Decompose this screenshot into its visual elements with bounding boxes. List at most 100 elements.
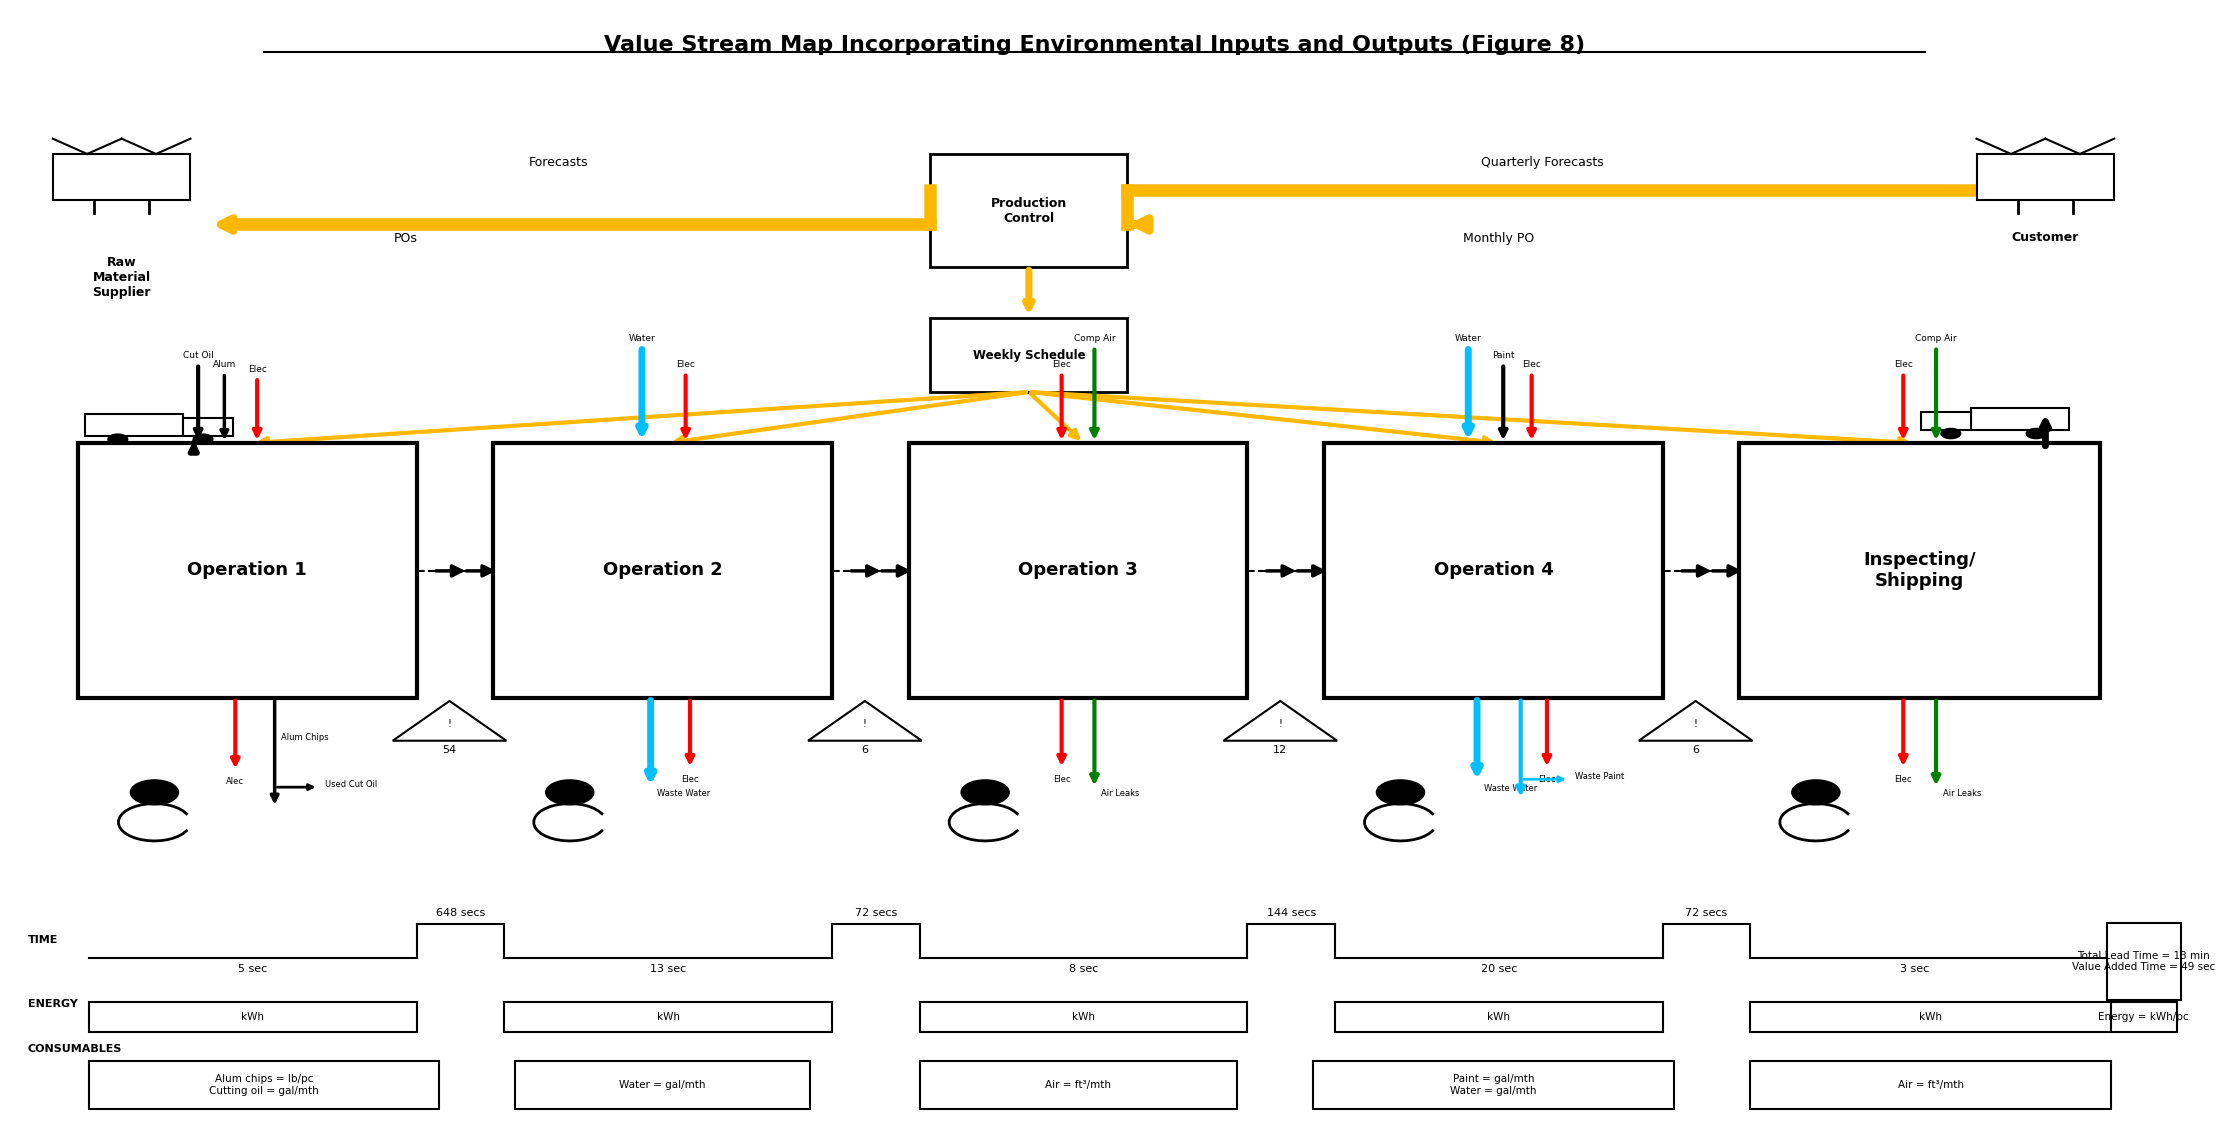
Bar — [514, 1061, 810, 1109]
Text: Alum chips = lb/pc
Cutting oil = gal/mth: Alum chips = lb/pc Cutting oil = gal/mth — [209, 1074, 318, 1095]
Text: 12: 12 — [1273, 746, 1287, 755]
Text: Value Stream Map Incorporating Environmental Inputs and Outputs (Figure 8): Value Stream Map Incorporating Environme… — [603, 35, 1585, 56]
Text: Elec: Elec — [1053, 775, 1071, 783]
Bar — [89, 1002, 416, 1032]
Text: Paint = gal/mth
Water = gal/mth: Paint = gal/mth Water = gal/mth — [1449, 1074, 1536, 1095]
Text: 20 sec: 20 sec — [1480, 964, 1518, 974]
Text: Air = ft³/mth: Air = ft³/mth — [1897, 1079, 1963, 1090]
Text: Water = gal/mth: Water = gal/mth — [619, 1079, 706, 1090]
Circle shape — [194, 434, 214, 444]
Text: !: ! — [447, 718, 452, 729]
Circle shape — [1941, 428, 1961, 438]
Text: Elec: Elec — [681, 775, 699, 783]
Circle shape — [1792, 780, 1841, 805]
Text: Operation 1: Operation 1 — [187, 562, 307, 579]
Text: Production
Control: Production Control — [991, 196, 1066, 225]
Circle shape — [1376, 780, 1425, 805]
Text: Elec: Elec — [1894, 360, 1912, 369]
Text: Operation 4: Operation 4 — [1434, 562, 1554, 579]
Bar — [1977, 154, 2115, 200]
Bar — [89, 1061, 439, 1109]
Text: Air = ft³/mth: Air = ft³/mth — [1044, 1079, 1111, 1090]
Text: 72 secs: 72 secs — [855, 908, 897, 918]
Text: 144 secs: 144 secs — [1267, 908, 1316, 918]
Bar — [53, 154, 191, 200]
Text: !: ! — [1278, 718, 1282, 729]
Text: 6: 6 — [1692, 746, 1698, 755]
Text: Alum Chips: Alum Chips — [280, 733, 329, 742]
Text: ENERGY: ENERGY — [27, 999, 78, 1009]
Bar — [494, 443, 833, 698]
Text: POs: POs — [394, 233, 418, 245]
Text: 54: 54 — [443, 746, 456, 755]
Bar — [1313, 1061, 1674, 1109]
Bar — [78, 443, 416, 698]
Text: Elec: Elec — [677, 360, 695, 369]
Bar — [85, 413, 183, 436]
Text: Total Lead Time = 13 min
Value Added Time = 49 sec: Total Lead Time = 13 min Value Added Tim… — [2072, 951, 2215, 973]
Bar — [1970, 407, 2068, 430]
Text: kWh: kWh — [240, 1012, 265, 1022]
Circle shape — [962, 780, 1008, 805]
Circle shape — [131, 780, 178, 805]
Text: Elec: Elec — [1538, 775, 1556, 783]
Bar — [919, 1061, 1235, 1109]
Text: kWh: kWh — [1487, 1012, 1511, 1022]
Circle shape — [2026, 428, 2046, 438]
Text: 3 sec: 3 sec — [1899, 964, 1930, 974]
Circle shape — [109, 434, 127, 444]
Text: Waste Water: Waste Water — [657, 790, 710, 798]
Text: 648 secs: 648 secs — [436, 908, 485, 918]
Text: Elec: Elec — [1523, 360, 1540, 369]
Text: Air Leaks: Air Leaks — [1943, 790, 1981, 798]
Bar — [183, 418, 232, 436]
Bar — [2110, 1002, 2177, 1032]
Text: Water: Water — [1456, 335, 1483, 343]
Text: Operation 3: Operation 3 — [1017, 562, 1137, 579]
Text: CONSUMABLES: CONSUMABLES — [27, 1044, 122, 1054]
Bar — [1750, 1002, 2110, 1032]
Text: 6: 6 — [861, 746, 868, 755]
Text: Waste Paint: Waste Paint — [1576, 773, 1625, 782]
Text: Elec: Elec — [1894, 775, 1912, 783]
Text: 8 sec: 8 sec — [1068, 964, 1097, 974]
Text: Comp Air: Comp Air — [1914, 335, 1957, 343]
Text: Operation 2: Operation 2 — [603, 562, 723, 579]
Text: TIME: TIME — [27, 934, 58, 944]
Bar — [930, 319, 1126, 392]
Bar — [930, 154, 1126, 268]
Text: Forecasts: Forecasts — [530, 155, 588, 169]
Bar — [1921, 412, 1970, 430]
Text: Customer: Customer — [2012, 232, 2079, 244]
Text: kWh: kWh — [1919, 1012, 1941, 1022]
Text: Cut Oil: Cut Oil — [183, 352, 214, 360]
Text: Elec: Elec — [247, 364, 267, 373]
Text: Air Leaks: Air Leaks — [1102, 790, 1140, 798]
Bar — [919, 1002, 1247, 1032]
Bar — [1739, 443, 2099, 698]
Text: Comp Air: Comp Air — [1073, 335, 1115, 343]
Text: Quarterly Forecasts: Quarterly Forecasts — [1480, 155, 1605, 169]
Bar — [505, 1002, 833, 1032]
Bar — [2106, 923, 2181, 1000]
Text: Weekly Schedule: Weekly Schedule — [973, 348, 1084, 362]
Text: Monthly PO: Monthly PO — [1462, 233, 1534, 245]
Text: Alum: Alum — [214, 360, 236, 369]
Text: Elec: Elec — [1053, 360, 1071, 369]
Text: Energy = kWh/pc: Energy = kWh/pc — [2099, 1012, 2188, 1022]
Text: Raw
Material
Supplier: Raw Material Supplier — [91, 257, 151, 300]
Text: Paint: Paint — [1491, 352, 1514, 360]
Text: !: ! — [864, 718, 866, 729]
Text: Used Cut Oil: Used Cut Oil — [325, 781, 376, 789]
Text: Water: Water — [628, 335, 654, 343]
Text: Alec: Alec — [227, 777, 245, 785]
Text: kWh: kWh — [1073, 1012, 1095, 1022]
Text: 72 secs: 72 secs — [1685, 908, 1727, 918]
Bar — [1324, 443, 1663, 698]
Bar — [1336, 1002, 1663, 1032]
Text: Inspecting/
Shipping: Inspecting/ Shipping — [1863, 550, 1977, 590]
Text: 5 sec: 5 sec — [238, 964, 267, 974]
Text: !: ! — [1694, 718, 1698, 729]
Bar — [908, 443, 1247, 698]
Text: kWh: kWh — [657, 1012, 679, 1022]
